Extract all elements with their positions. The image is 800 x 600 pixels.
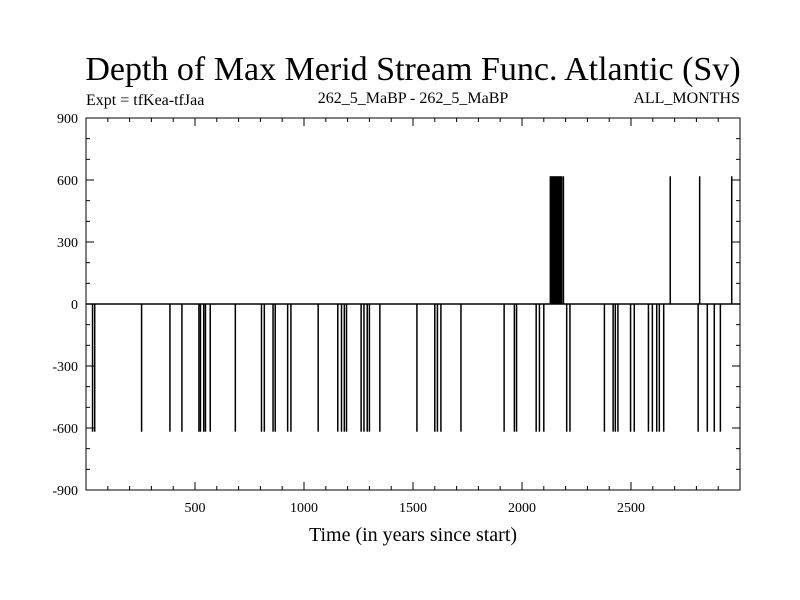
y-tick-label: -300 [52, 360, 78, 375]
tick-labels: -900 -600 -300 0 300 600 900 500 1000 1500 2000 250… [52, 112, 645, 516]
chart-title: Depth of Max Merid Stream Func. Atlantic… [85, 51, 740, 88]
x-tick-label: 500 [185, 501, 206, 516]
y-tick-label: -600 [52, 422, 78, 437]
axis-ticks [86, 117, 740, 491]
months-label: ALL_MONTHS [633, 90, 740, 107]
x-tick-label: 2000 [508, 501, 536, 516]
experiment-label: Expt = tfKea-tfJaa [86, 92, 204, 109]
plot-area [86, 176, 740, 432]
y-tick-label: 300 [57, 236, 78, 251]
x-tick-label: 2500 [617, 501, 645, 516]
y-tick-label: -900 [52, 484, 78, 499]
y-tick-label: 600 [57, 174, 78, 189]
period-label: 262_5_MaBP - 262_5_MaBP [318, 90, 509, 107]
y-tick-label: 900 [57, 112, 78, 127]
x-tick-label: 1500 [399, 501, 427, 516]
plot-frame [85, 117, 741, 491]
y-tick-label: 0 [71, 298, 78, 313]
x-tick-label: 1000 [290, 501, 318, 516]
x-axis-label: Time (in years since start) [309, 524, 517, 546]
